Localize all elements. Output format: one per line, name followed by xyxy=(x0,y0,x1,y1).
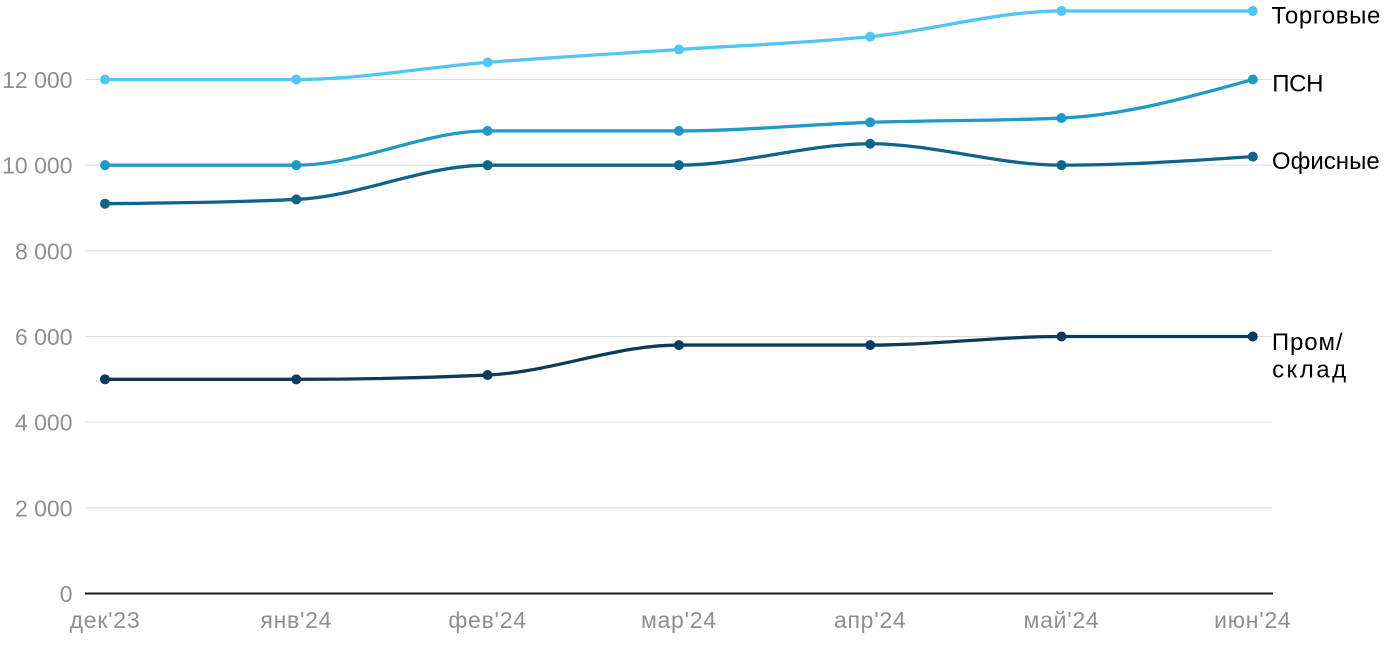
svg-text:фев'24: фев'24 xyxy=(448,607,526,633)
svg-text:10 000: 10 000 xyxy=(2,153,72,179)
svg-text:июн'24: июн'24 xyxy=(1214,607,1291,633)
svg-text:мар'24: мар'24 xyxy=(641,607,717,633)
svg-text:Офисные: Офисные xyxy=(1272,148,1380,175)
svg-text:2 000: 2 000 xyxy=(15,495,73,521)
svg-text:Торговые: Торговые xyxy=(1272,2,1381,29)
svg-text:12 000: 12 000 xyxy=(2,67,72,93)
svg-text:8 000: 8 000 xyxy=(15,238,73,264)
svg-text:апр'24: апр'24 xyxy=(834,607,907,633)
svg-text:6 000: 6 000 xyxy=(15,324,73,350)
svg-text:янв'24: янв'24 xyxy=(260,607,332,633)
svg-text:дек'23: дек'23 xyxy=(70,607,141,633)
svg-text:ПСН: ПСН xyxy=(1272,71,1323,98)
svg-text:0: 0 xyxy=(60,581,73,607)
svg-text:склад: склад xyxy=(1272,356,1346,383)
svg-text:май'24: май'24 xyxy=(1024,607,1100,633)
svg-text:4 000: 4 000 xyxy=(15,410,73,436)
svg-text:Пром/: Пром/ xyxy=(1272,329,1343,356)
